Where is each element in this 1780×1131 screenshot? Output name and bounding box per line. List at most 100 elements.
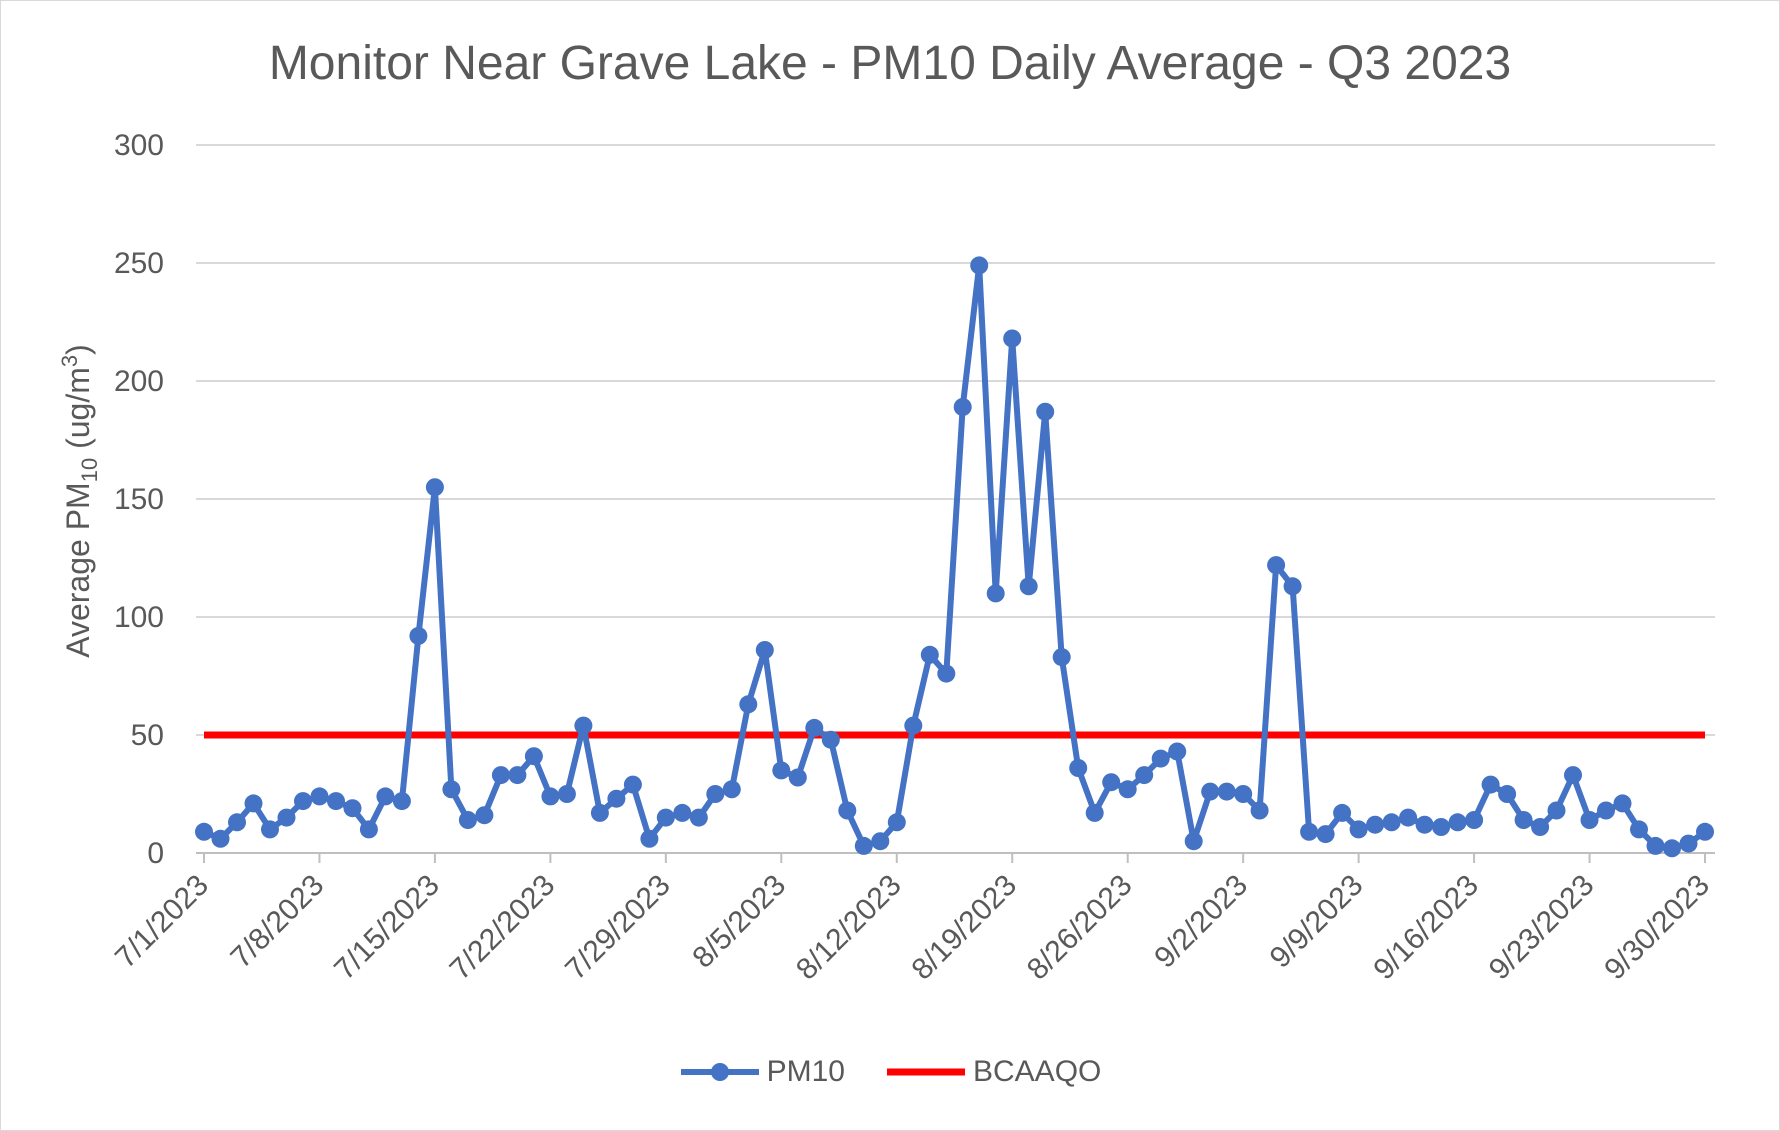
x-tick-label: 8/19/2023: [905, 869, 1023, 987]
pm10-point: [1399, 808, 1418, 827]
pm10-point: [475, 806, 494, 825]
pm10-point: [1118, 780, 1137, 799]
pm10-point: [1679, 834, 1698, 853]
pm10-point: [1201, 782, 1220, 801]
pm10-point: [1547, 801, 1566, 820]
pm10-point: [1316, 825, 1335, 844]
y-axis-label-main: Average PM: [60, 482, 96, 658]
x-tick-label: 7/22/2023: [444, 869, 562, 987]
pm10-point: [1580, 811, 1599, 829]
pm10-point: [887, 813, 906, 832]
pm10-point: [1613, 794, 1632, 813]
pm10-point: [425, 478, 444, 497]
pm10-point: [1168, 742, 1187, 761]
pm10-point: [1052, 648, 1071, 667]
pm10-point: [359, 820, 378, 839]
pm10-point: [1630, 820, 1648, 839]
pm10-point: [821, 730, 840, 749]
pm10-point: [1333, 803, 1352, 822]
legend-pm10-line-marker-icon: [680, 1063, 759, 1081]
pm10-point: [953, 398, 972, 416]
y-axis-label-units: (ug/m: [60, 367, 96, 458]
pm10-point: [656, 808, 675, 827]
pm10-point: [1465, 811, 1484, 829]
pm10-point: [1003, 329, 1022, 348]
pm10-point: [574, 716, 593, 735]
pm10-point: [1564, 766, 1582, 785]
pm10-point: [1448, 813, 1467, 832]
pm10-point: [755, 641, 774, 659]
pm10-point: [508, 766, 527, 785]
legend-bcaaqo-line-icon: [887, 1068, 965, 1076]
pm10-point: [1498, 785, 1517, 803]
y-axis-ticks: 0 50 100 150 200 250 300: [114, 129, 164, 870]
pm10-point: [854, 836, 873, 855]
y-tick-label: 200: [114, 365, 164, 398]
pm10-point: [607, 789, 626, 808]
pm10-point: [211, 829, 230, 848]
pm10-point: [294, 792, 312, 811]
pm10-point: [1036, 402, 1055, 421]
y-tick-label: 50: [131, 719, 164, 752]
x-tick-label: 8/12/2023: [790, 869, 908, 987]
pm10-point: [706, 785, 725, 803]
legend-item-bcaaqo: BCAAQO: [885, 1055, 1101, 1089]
pm10-point: [376, 787, 395, 806]
y-tick-label: 0: [147, 837, 164, 870]
pm10-point: [937, 664, 956, 683]
pm10-point: [277, 808, 296, 827]
x-tick-label: 9/30/2023: [1598, 869, 1716, 987]
pm10-point: [1069, 759, 1088, 777]
chart-title: Monitor Near Grave Lake - PM10 Daily Ave…: [268, 37, 1512, 90]
pm10-point: [970, 256, 989, 275]
pm10-point: [1415, 815, 1434, 834]
pm10-point: [805, 718, 824, 737]
pm10-point: [640, 829, 659, 848]
series-layer: [195, 256, 1714, 858]
x-tick-label: 7/15/2023: [328, 869, 446, 987]
pm10-point: [1151, 749, 1170, 768]
pm10-point: [739, 695, 758, 714]
pm10-point: [261, 820, 279, 839]
legend-item-pm10: PM10: [679, 1055, 845, 1089]
pm10-point: [343, 799, 362, 818]
pm10-point: [1349, 820, 1368, 839]
pm10-point: [722, 780, 741, 799]
y-axis-label-superscript: 3: [57, 355, 82, 367]
pm10-point: [458, 811, 477, 829]
pm10-point: [1234, 785, 1253, 803]
legend-label-bcaaqo: BCAAQO: [973, 1055, 1102, 1088]
pm10-point: [1135, 766, 1154, 785]
pm10-point: [442, 780, 461, 799]
y-axis-label-close: ): [60, 344, 96, 355]
pm10-point: [1531, 818, 1550, 836]
x-tick-label: 8/5/2023: [686, 869, 792, 975]
x-tick-label: 7/1/2023: [109, 869, 215, 975]
pm10-point: [228, 813, 246, 832]
x-tick-label: 8/26/2023: [1021, 869, 1139, 987]
pm10-point: [772, 761, 791, 780]
y-tick-label: 150: [114, 483, 164, 516]
pm10-point: [788, 768, 807, 787]
y-tick-label: 300: [114, 129, 164, 162]
pm10-point: [1366, 815, 1385, 834]
pm10-point: [327, 792, 345, 811]
series-pm10-line: [202, 262, 1707, 852]
pm10-point: [524, 747, 543, 766]
x-tick-label: 9/23/2023: [1483, 869, 1601, 987]
y-axis-label-subscript: 10: [77, 458, 102, 482]
pm10-point: [623, 775, 642, 794]
pm10-point: [986, 584, 1005, 603]
pm10-point: [491, 766, 510, 785]
pm10-point: [1184, 832, 1203, 851]
pm10-point: [904, 716, 923, 735]
pm10-point: [1019, 577, 1038, 596]
x-tick-label: 9/2/2023: [1148, 869, 1254, 975]
pm10-point: [557, 785, 576, 803]
pm10-point: [392, 792, 411, 811]
y-axis-label: Average PM10 (ug/m3): [57, 344, 102, 658]
pm10-point: [920, 645, 939, 664]
pm10-point: [310, 787, 329, 806]
